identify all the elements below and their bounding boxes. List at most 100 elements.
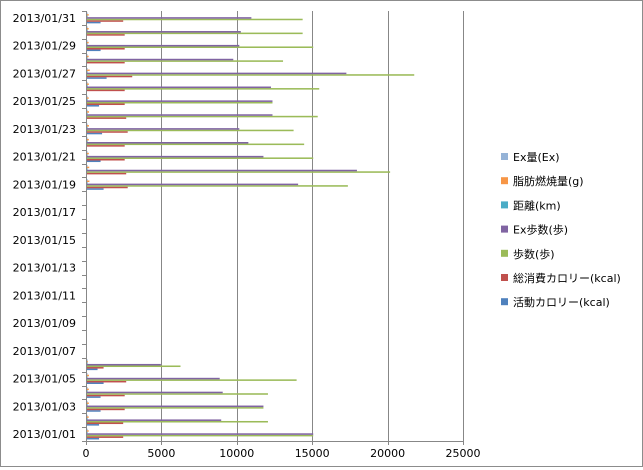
bar [87,26,88,28]
category-label: 2013/01/29 [13,40,76,53]
legend-swatch [501,225,508,233]
bar [87,408,125,411]
bar [87,61,125,64]
bar [87,34,125,36]
bar [87,131,128,133]
category-label: 2013/01/21 [13,151,76,164]
bar [87,109,88,112]
legend-label: 歩数(歩) [513,247,555,261]
bar [87,15,88,18]
bar [87,437,100,440]
legend-swatch [501,274,508,281]
bar [87,428,88,431]
category-label: 2013/01/31 [13,12,76,25]
legend-swatch [501,249,508,257]
bar [87,359,88,361]
bar-marks [87,12,415,440]
bar [87,368,98,371]
bar [87,393,268,395]
bar [87,152,89,155]
bar [87,86,271,89]
bar [87,12,88,15]
bar [87,72,347,75]
bar [87,20,124,22]
bar [87,390,88,392]
bar [87,27,89,30]
bar [87,112,88,115]
bar [87,168,88,170]
x-tick-label: 0 [83,447,90,460]
bar [87,388,89,391]
category-label: 2013/01/09 [13,317,76,330]
category-label: 2013/01/15 [13,234,76,247]
bar [87,407,264,409]
bar [87,97,89,99]
bar [87,405,264,408]
category-label: 2013/01/19 [13,178,76,191]
bar [87,68,88,70]
bar [87,374,89,377]
bar [87,58,234,61]
category-label: 2013/01/03 [13,400,76,413]
category-axis-labels: 2013/01/01 2013/01/03 2013/01/05 2013/01/07… [13,12,76,441]
bar [87,74,415,76]
x-tick-label: 20000 [370,447,405,460]
bar [87,376,88,378]
bar [87,84,88,87]
bar [87,138,89,141]
legend-label: 脂肪燃焼量(g) [513,174,584,188]
legend: Ex量(Ex) 脂肪燃焼量(g) 距離(km) Ex歩数(歩) 歩数(歩) 総消費カロリー… [501,151,621,309]
bar [87,115,318,118]
bar [87,17,252,19]
bar [87,169,357,172]
category-label: 2013/01/13 [13,262,76,275]
x-tick-label: 10000 [219,447,254,460]
bar [87,430,89,432]
bar [87,431,88,434]
bar [87,29,88,32]
legend-swatch [501,177,508,185]
bar [87,166,90,169]
bar [87,18,303,21]
category-label: 2013/01/27 [13,67,76,80]
bar [87,123,88,126]
category-label: 2013/01/01 [13,428,76,441]
bar [87,417,88,420]
bar [87,362,88,364]
bar [87,46,314,48]
bar [87,380,127,383]
bar [87,377,220,380]
category-label: 2013/01/17 [13,206,76,219]
legend-label: Ex量(Ex) [513,151,560,164]
bar [87,165,88,167]
bar [87,178,88,181]
bar [87,373,88,375]
bar [87,88,320,90]
legend-label: Ex歩数(歩) [513,223,568,237]
bar [87,41,89,44]
bar [87,414,88,417]
x-tick-label: 25000 [446,447,481,460]
bar [87,100,273,102]
bar [87,83,89,85]
gridlines [161,11,464,441]
bar [87,434,314,437]
bar [87,154,88,156]
bar [87,145,125,147]
bar [87,137,88,139]
category-label: 2013/01/07 [13,345,76,358]
bar [87,151,88,153]
bar [87,157,314,159]
bar [87,367,104,369]
bar [87,114,273,116]
bar [87,183,299,186]
bar [87,55,89,58]
bar [87,402,89,405]
bar [87,360,88,363]
bar [87,43,88,45]
bar [87,14,89,16]
bar [87,31,241,33]
bar [87,105,100,107]
bar [87,140,88,143]
